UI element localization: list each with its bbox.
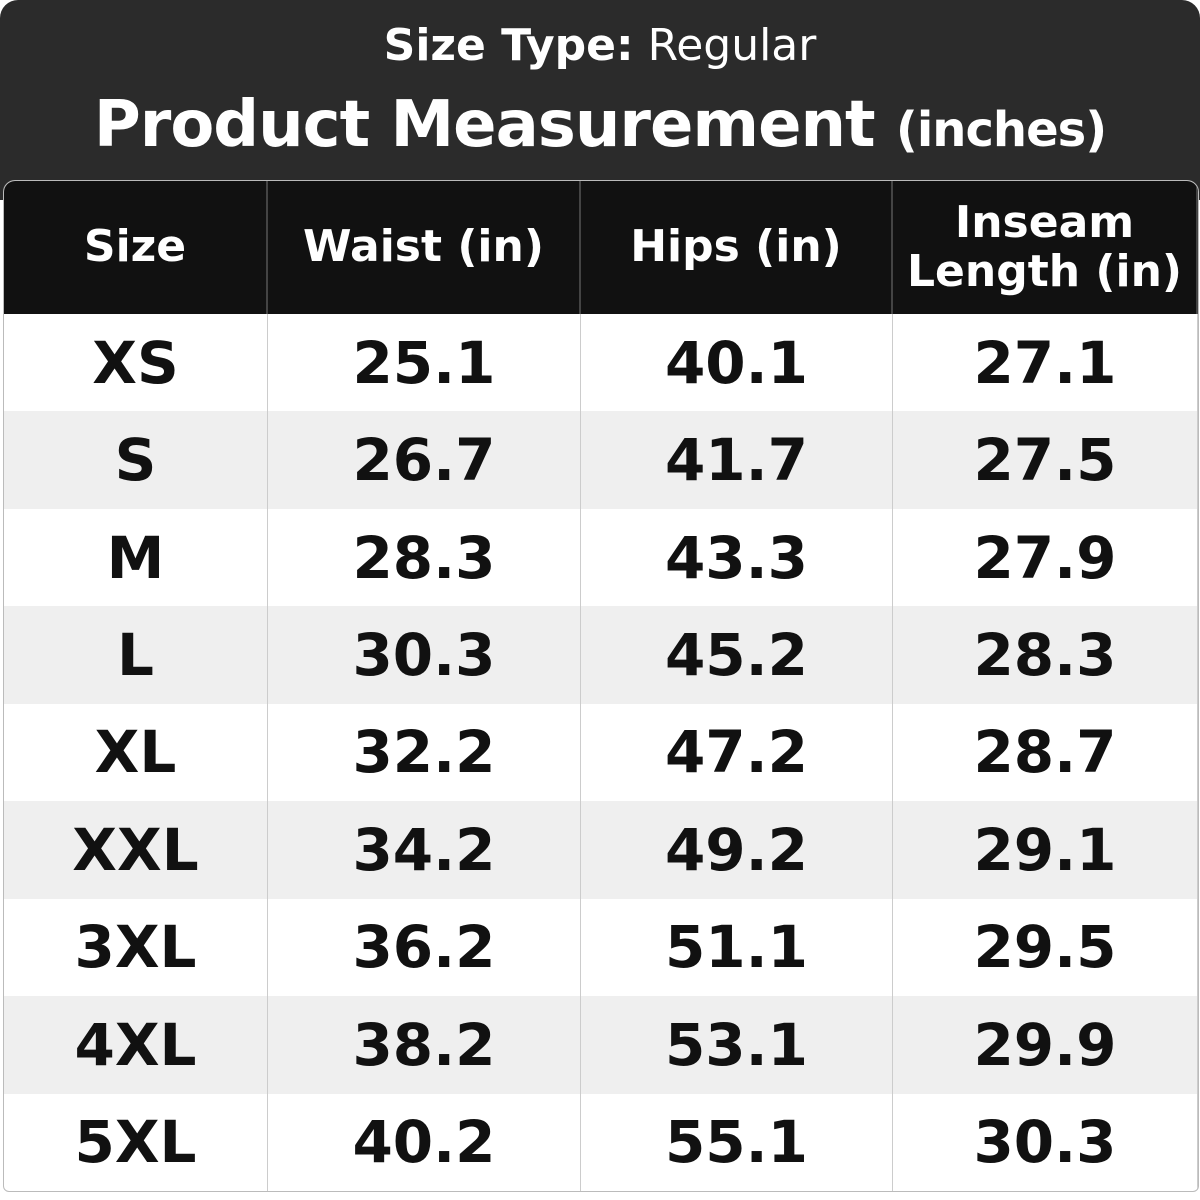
measurement-cell: 25.1 [268,314,581,412]
measurement-cell: 43.3 [581,508,893,607]
measurement-cell: 41.7 [581,411,893,509]
banner: Size Type: Regular Product Measurement (… [0,0,1200,200]
size-cell: XXL [4,801,268,899]
size-cell: S [4,411,268,509]
column-header: Inseam Length (in) [893,181,1198,314]
title-unit: (inches) [895,102,1107,158]
measurement-cell: 30.3 [893,1093,1198,1191]
size-cell: 5XL [4,1093,268,1191]
size-type: Size Type: Regular [0,20,1200,71]
measurement-cell: 30.3 [268,606,581,704]
measurement-cell: 29.1 [893,801,1198,899]
measurement-cell: 36.2 [268,898,581,997]
column-header: Size [4,181,268,314]
column-header: Hips (in) [581,181,893,314]
measurement-cell: 53.1 [581,996,893,1094]
title: Product Measurement (inches) [0,88,1200,162]
size-cell: 4XL [4,996,268,1094]
measurement-cell: 27.9 [893,508,1198,607]
measurement-cell: 32.2 [268,703,581,802]
measurement-cell: 47.2 [581,703,893,802]
size-type-label: Size Type: [383,20,634,71]
size-cell: XS [4,314,268,412]
measurement-cell: 27.5 [893,411,1198,509]
measurement-cell: 28.3 [893,606,1198,704]
size-cell: 3XL [4,898,268,997]
measurement-cell: 45.2 [581,606,893,704]
measurement-cell: 29.5 [893,898,1198,997]
measurement-cell: 29.9 [893,996,1198,1094]
measurement-cell: 40.1 [581,314,893,412]
measurement-cell: 38.2 [268,996,581,1094]
measurement-cell: 28.3 [268,508,581,607]
size-type-value: Regular [647,20,817,71]
measurement-cell: 34.2 [268,801,581,899]
measurement-cell: 26.7 [268,411,581,509]
measurement-table: Size Waist (in) Hips (in) Inseam Length (in… [3,180,1199,1192]
measurement-cell: 55.1 [581,1093,893,1191]
column-header: Waist (in) [268,181,581,314]
measurement-cell: 51.1 [581,898,893,997]
title-text: Product Measurement [93,88,876,162]
size-cell: L [4,606,268,704]
measurement-cell: 27.1 [893,314,1198,412]
measurement-cell: 28.7 [893,703,1198,802]
size-cell: XL [4,703,268,802]
measurement-cell: 40.2 [268,1093,581,1191]
measurement-cell: 49.2 [581,801,893,899]
size-cell: M [4,508,268,607]
